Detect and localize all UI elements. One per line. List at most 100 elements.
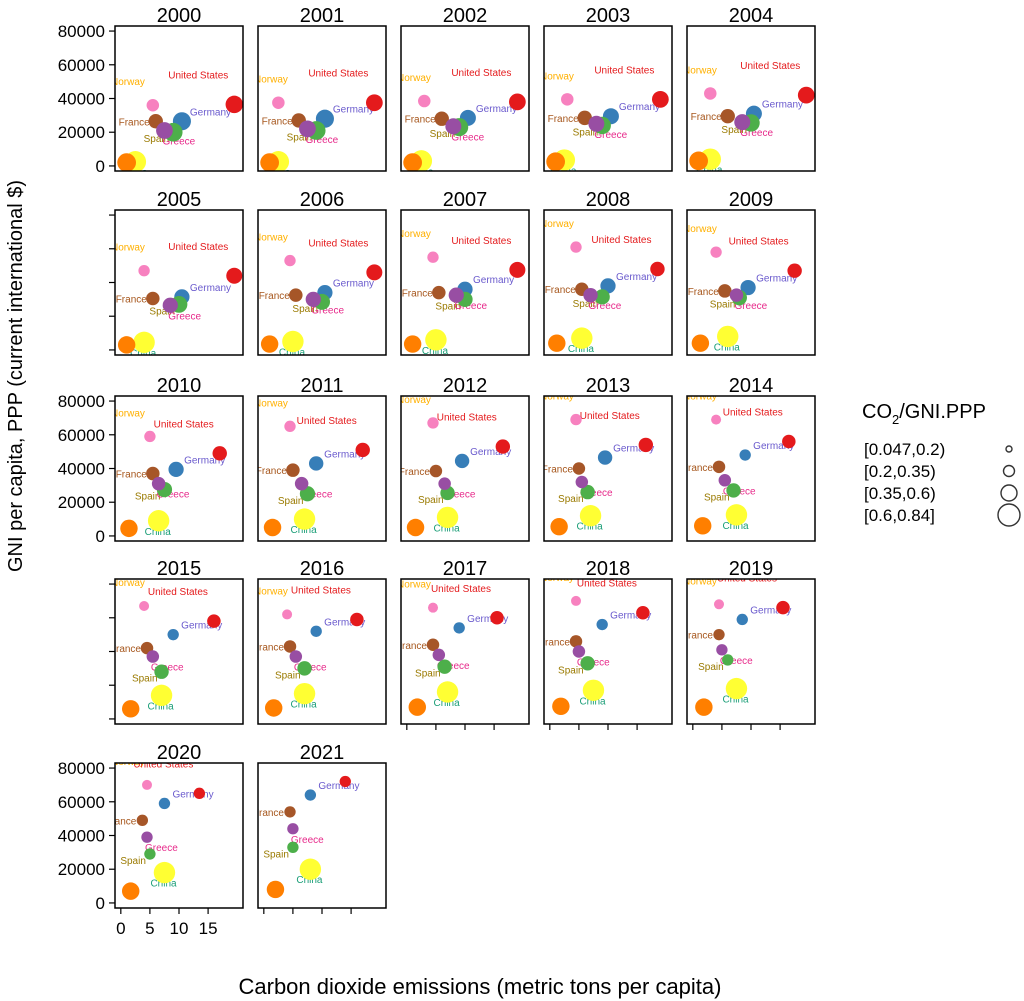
bubble-norway	[704, 87, 717, 100]
bubble-norway	[418, 94, 431, 108]
country-label: China	[145, 527, 172, 538]
country-label: Spain	[132, 674, 158, 685]
bubble-france	[146, 291, 160, 306]
panel-2009: 2009 Norway United States Germany France Spai…	[686, 189, 816, 356]
y-tick-label: 80000	[58, 392, 105, 411]
bubble-greece	[729, 288, 744, 302]
bubble-greece	[445, 118, 462, 135]
bubble-china	[150, 684, 173, 707]
panel-title: 2019	[729, 558, 774, 580]
country-label: France	[682, 631, 714, 642]
bubble-spain	[580, 656, 595, 671]
panel-title: 2018	[586, 558, 631, 580]
panel-title: 2003	[586, 5, 631, 27]
bubble-united-states	[782, 434, 796, 449]
country-label: Spain	[558, 494, 584, 505]
panel-frame	[686, 395, 816, 542]
legend-entry-symbol	[1002, 464, 1016, 478]
country-label: Spain	[430, 129, 456, 140]
panel-title: 2005	[157, 189, 202, 211]
bubble-germany	[168, 461, 184, 477]
country-label: France	[688, 287, 720, 298]
panel-title: 2011	[300, 375, 343, 397]
bubble-greece	[448, 287, 464, 303]
bubble-china	[147, 510, 170, 532]
country-label: Germany	[476, 104, 517, 115]
bubble-india	[117, 153, 136, 171]
country-label: United States	[577, 579, 637, 590]
panel-2016: 2016 Norway United States Germany France Spai…	[253, 558, 387, 725]
bubble-norway	[713, 599, 725, 610]
country-label: Spain	[698, 662, 724, 673]
panel-2005: 2005 Norway United States Germany FranceSpai…	[109, 189, 244, 356]
bubble-united-states	[650, 261, 665, 277]
bubble-united-states	[638, 437, 654, 453]
country-label: Norway	[397, 395, 431, 406]
country-label: Greece	[589, 301, 622, 312]
bubble-india	[260, 335, 279, 353]
country-label: United States	[308, 238, 368, 249]
bubble-france	[136, 814, 149, 827]
country-label: Greece	[145, 843, 178, 854]
bubble-greece	[575, 475, 589, 489]
legend-entry-symbol	[997, 503, 1021, 527]
bubble-norway	[570, 413, 582, 426]
country-label: China	[291, 525, 318, 536]
panel-frame	[257, 578, 387, 725]
country-label: Spain	[287, 133, 313, 144]
country-label: United States	[717, 574, 777, 585]
country-label: United States	[437, 413, 497, 424]
country-label: France	[105, 816, 137, 827]
bubble-france	[569, 635, 583, 648]
country-label: Germany	[324, 617, 365, 628]
bubble-greece	[289, 650, 303, 663]
bubble-greece	[734, 114, 751, 131]
bubble-norway	[284, 420, 296, 433]
country-label: Germany	[610, 611, 651, 622]
bubble-united-states	[365, 94, 383, 112]
country-label: United States	[168, 242, 228, 253]
country-label: China	[579, 696, 606, 707]
country-label: United States	[297, 416, 357, 427]
country-label: Norway	[254, 233, 288, 244]
bubble-china	[293, 508, 316, 530]
bubble-norway	[427, 417, 439, 429]
country-label: France	[405, 115, 437, 126]
bubble-india	[552, 697, 570, 716]
country-label: Germany	[172, 789, 213, 800]
country-label: Greece	[454, 301, 487, 312]
y-tick-label: 20000	[58, 493, 105, 512]
panel-2006: 2006 Norway United States Germany FranceSpai…	[254, 189, 387, 356]
panel-title: 2013	[586, 375, 631, 397]
country-label: Spain	[721, 125, 747, 136]
legend-title: CO2/GNI.PPP	[862, 401, 986, 427]
bubble-france	[286, 463, 300, 477]
country-label: United States	[133, 759, 193, 770]
country-label: United States	[580, 411, 640, 422]
country-label: China	[296, 875, 323, 886]
country-label: France	[253, 642, 285, 653]
bubble-greece	[299, 120, 316, 138]
country-label: United States	[431, 584, 491, 595]
bubble-india	[693, 517, 712, 535]
country-label: Greece	[720, 656, 753, 667]
y-tick-label: 60000	[58, 56, 105, 75]
country-label: Germany	[190, 107, 231, 118]
panel-title: 2021	[300, 742, 345, 764]
country-label: China	[722, 695, 749, 706]
panel-title: 2008	[586, 189, 631, 211]
bubble-united-states	[636, 605, 650, 620]
bubble-united-states	[495, 439, 511, 454]
panel-title: 2001	[300, 5, 345, 27]
bubble-germany	[158, 797, 171, 810]
bubble-germany	[739, 449, 751, 461]
panel-2013: 2013 Norway United States Germany France Spai…	[543, 375, 673, 542]
panel-2003: 2003 Norway United States Germany France Spai…	[543, 5, 673, 172]
bubble-united-states	[226, 267, 243, 284]
x-axis-label: Carbon dioxide emissions (metric tons pe…	[239, 974, 722, 999]
country-label: Norway	[111, 408, 145, 419]
country-label: Spain	[120, 856, 146, 867]
country-label: Norway	[683, 576, 717, 587]
